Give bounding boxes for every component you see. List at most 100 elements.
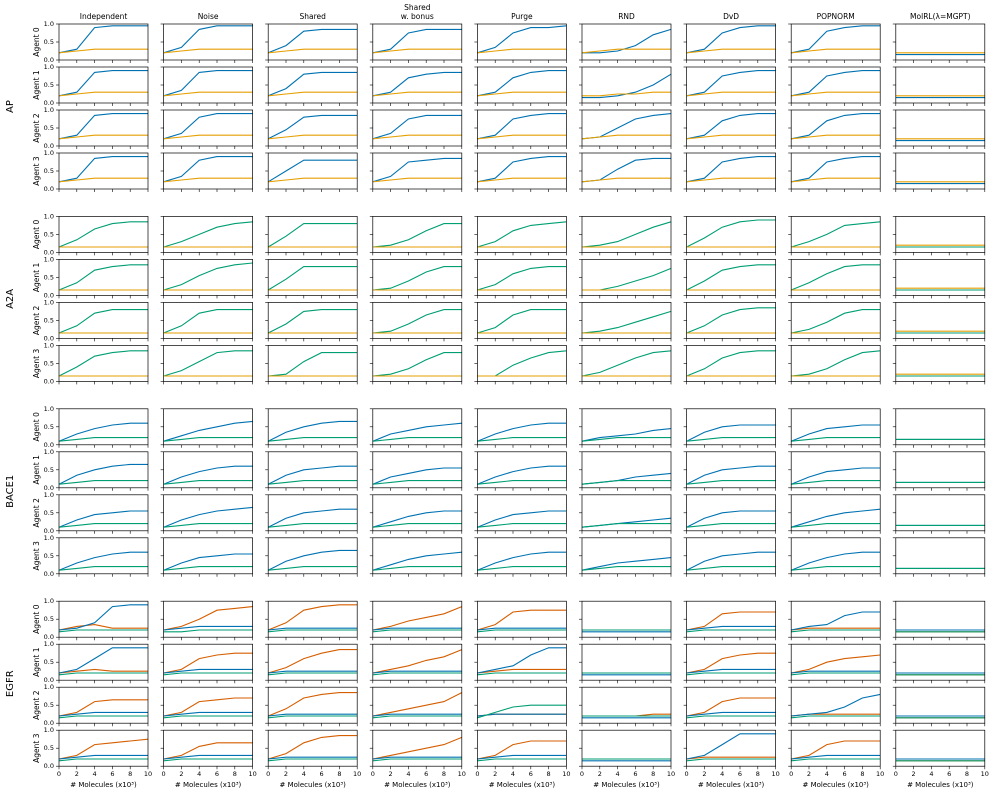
y-tick-label: 0.0 [44, 142, 54, 150]
series-line [372, 157, 462, 183]
y-tick-label: 0.0 [44, 377, 54, 385]
panel-frame [372, 302, 463, 339]
series-line [372, 352, 462, 377]
series-line [477, 134, 567, 140]
x-tick-label: 6 [320, 770, 324, 778]
series-line [267, 28, 358, 54]
panel-frame [163, 686, 253, 724]
panel-frame [163, 23, 253, 61]
series-line [163, 48, 253, 54]
panel-frame [581, 66, 672, 104]
x-tick-label: 0 [894, 770, 898, 778]
series-line [163, 221, 253, 248]
series-line [58, 177, 148, 183]
x-tick-label: 8 [651, 770, 655, 778]
series-line [267, 692, 358, 717]
x-tick-label: 4 [929, 770, 933, 778]
series-line [791, 740, 881, 760]
series-line [372, 736, 463, 760]
series-line [163, 465, 253, 485]
series-line [372, 480, 462, 485]
series-line [163, 350, 253, 377]
row-label: Agent 2 [32, 305, 41, 335]
series-line [791, 221, 881, 248]
series-line [58, 91, 148, 97]
series-line [163, 754, 253, 760]
series-line [686, 91, 776, 97]
x-axis-label: # Molecules (x10³) [593, 781, 660, 789]
series-line [372, 437, 462, 442]
y-tick-label: 0.0 [44, 484, 54, 492]
panel-frame [267, 216, 358, 253]
series-line [686, 758, 776, 762]
y-tick-label: 1.0 [44, 405, 54, 413]
panel-frame [58, 345, 149, 382]
panel-frame [790, 345, 881, 382]
series-line [163, 606, 253, 631]
series-line [163, 177, 253, 183]
series-line [163, 134, 253, 140]
series-line [477, 510, 567, 528]
series-line [477, 480, 567, 485]
panel-frame [372, 729, 463, 767]
series-line [477, 177, 567, 183]
row-label: Agent 1 [32, 455, 41, 485]
panel-frame [58, 537, 149, 575]
panel-frame [686, 686, 776, 724]
series-line [58, 711, 148, 717]
series-line [791, 693, 881, 717]
x-axis-label: # Molecules (x10³) [907, 781, 974, 789]
series-line [477, 350, 567, 377]
series-line [581, 350, 672, 377]
series-line [267, 71, 358, 97]
series-line [581, 134, 671, 140]
series-line [163, 697, 253, 717]
panel-frame [267, 302, 358, 339]
panel-frame [58, 109, 149, 147]
panel-frame [790, 600, 881, 638]
panel-frame [163, 600, 253, 638]
panel-frame [163, 494, 253, 532]
group-label: A2A [5, 289, 16, 309]
x-tick-label: 10 [248, 770, 256, 778]
series-line [58, 113, 148, 140]
series-line [58, 70, 148, 97]
x-tick-label: 10 [353, 770, 361, 778]
row-label: Agent 2 [32, 690, 41, 720]
series-line [686, 551, 776, 571]
series-line [268, 523, 358, 528]
series-line [163, 25, 253, 54]
panel-frame [895, 451, 986, 489]
series-line [268, 352, 358, 377]
x-tick-label: 2 [284, 770, 288, 778]
row-label: Agent 0 [32, 27, 41, 57]
series-line [268, 566, 358, 571]
series-line [791, 25, 881, 54]
panel-frame [686, 109, 776, 147]
panel-frame [477, 259, 567, 296]
panel-frame [267, 600, 358, 638]
x-tick-label: 0 [789, 770, 793, 778]
series-line [372, 510, 462, 528]
panel-frame [790, 216, 881, 253]
series-line [791, 754, 881, 760]
series-line [477, 48, 567, 54]
panel-frame [58, 451, 149, 489]
panel-frame [686, 600, 776, 638]
series-line [58, 699, 148, 717]
x-tick-label: 4 [511, 770, 515, 778]
y-tick-label: 0.5 [44, 615, 54, 623]
x-tick-label: 4 [616, 770, 620, 778]
series-line [268, 672, 358, 676]
series-line [372, 28, 462, 54]
panel-frame [686, 23, 776, 61]
panel-frame [790, 451, 881, 489]
panel-frame [790, 408, 881, 446]
y-tick-label: 0.0 [44, 527, 54, 535]
series-line [686, 25, 776, 54]
panel-frame [895, 66, 986, 104]
column-title: Independent [79, 12, 128, 21]
panel-frame [163, 408, 253, 446]
series-line [686, 465, 776, 485]
series-line [268, 756, 358, 760]
